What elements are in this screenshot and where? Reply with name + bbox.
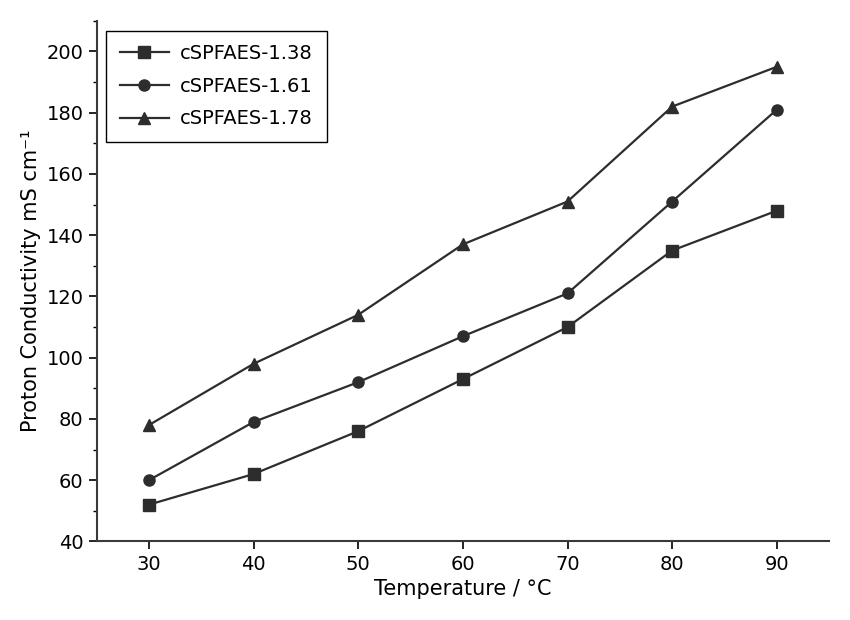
- cSPFAES-1.61: [667, 198, 677, 205]
- cSPFAES-1.38: [772, 207, 782, 215]
- cSPFAES-1.78: [144, 422, 154, 429]
- cSPFAES-1.61: [772, 106, 782, 113]
- cSPFAES-1.38: [563, 324, 573, 331]
- cSPFAES-1.61: [144, 476, 154, 484]
- cSPFAES-1.38: [458, 375, 468, 383]
- cSPFAES-1.78: [667, 103, 677, 110]
- Line: cSPFAES-1.38: cSPFAES-1.38: [144, 205, 782, 510]
- cSPFAES-1.61: [458, 332, 468, 340]
- X-axis label: Temperature / °C: Temperature / °C: [374, 579, 552, 599]
- cSPFAES-1.61: [563, 290, 573, 297]
- cSPFAES-1.38: [144, 501, 154, 508]
- cSPFAES-1.38: [353, 427, 363, 435]
- Legend: cSPFAES-1.38, cSPFAES-1.61, cSPFAES-1.78: cSPFAES-1.38, cSPFAES-1.61, cSPFAES-1.78: [106, 30, 326, 142]
- Line: cSPFAES-1.78: cSPFAES-1.78: [144, 61, 782, 431]
- cSPFAES-1.78: [248, 360, 258, 368]
- Y-axis label: Proton Conductivity mS cm⁻¹: Proton Conductivity mS cm⁻¹: [21, 130, 41, 432]
- cSPFAES-1.61: [248, 418, 258, 426]
- cSPFAES-1.78: [458, 241, 468, 248]
- cSPFAES-1.78: [563, 198, 573, 205]
- cSPFAES-1.78: [353, 311, 363, 319]
- cSPFAES-1.78: [772, 63, 782, 71]
- cSPFAES-1.61: [353, 378, 363, 386]
- cSPFAES-1.38: [667, 247, 677, 254]
- Line: cSPFAES-1.61: cSPFAES-1.61: [144, 104, 782, 485]
- cSPFAES-1.38: [248, 471, 258, 478]
